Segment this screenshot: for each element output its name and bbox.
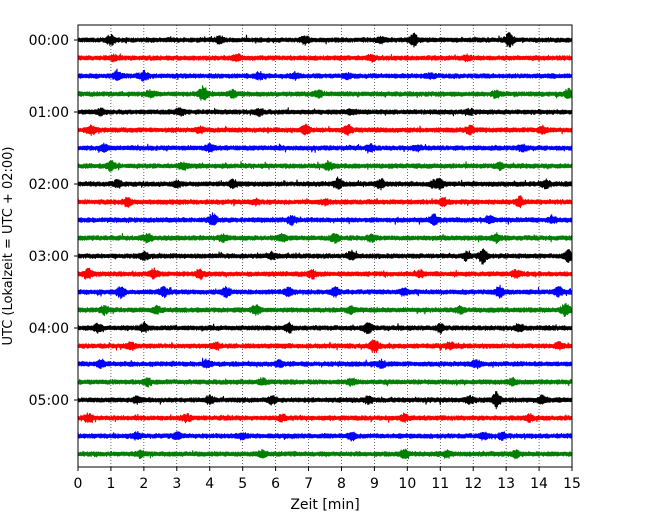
trace-0300 <box>77 248 573 265</box>
x-tick-label-3: 3 <box>172 476 181 492</box>
x-tick-label-8: 8 <box>337 476 346 492</box>
x-tick-label-12: 12 <box>464 476 482 492</box>
trace-0215 <box>77 195 573 209</box>
y-tick-label-0: 00:00 <box>29 33 69 49</box>
trace-0100 <box>77 107 573 118</box>
x-tick-label-6: 6 <box>271 476 280 492</box>
trace-0145 <box>77 160 573 173</box>
trace-0545 <box>77 448 573 460</box>
trace-0045 <box>77 85 573 101</box>
trace-0200 <box>77 176 573 191</box>
trace-0245 <box>77 232 573 245</box>
x-tick-label-11: 11 <box>431 476 449 492</box>
y-tick-label-4: 04:00 <box>29 321 69 337</box>
x-tick-label-0: 0 <box>74 476 83 492</box>
trace-0315 <box>77 267 573 281</box>
trace-0000 <box>77 31 573 48</box>
trace-0445 <box>77 376 573 388</box>
x-tick-label-5: 5 <box>238 476 247 492</box>
plot-area-frame <box>77 24 573 468</box>
trace-0500 <box>77 390 573 410</box>
trace-0015 <box>77 53 573 63</box>
x-axis-title: Zeit [min] <box>290 497 359 513</box>
trace-0530 <box>77 430 573 442</box>
x-axis-ticks: 0 1 2 3 4 5 6 7 8 9 10 11 12 13 14 15 <box>74 467 581 492</box>
trace-0515 <box>77 412 573 424</box>
trace-0115 <box>77 123 573 137</box>
x-tick-label-10: 10 <box>398 476 416 492</box>
x-tick-label-14: 14 <box>530 476 548 492</box>
y-axis-title: UTC (Lokalzeit = UTC + 02:00) <box>1 147 16 346</box>
seismic-traces <box>77 31 573 460</box>
y-tick-label-3: 03:00 <box>29 249 69 265</box>
y-tick-label-1: 01:00 <box>29 105 69 121</box>
x-tick-label-1: 1 <box>106 476 115 492</box>
trace-0400 <box>77 321 573 335</box>
trace-0415 <box>77 339 573 354</box>
x-tick-label-4: 4 <box>205 476 214 492</box>
y-tick-label-2: 02:00 <box>29 177 69 193</box>
trace-0330 <box>77 284 573 300</box>
x-tick-label-9: 9 <box>370 476 379 492</box>
trace-0030 <box>77 68 573 82</box>
trace-0230 <box>77 212 573 227</box>
y-axis-ticks: 00:00 01:00 02:00 03:00 04:00 05:00 <box>29 33 78 409</box>
trace-0430 <box>77 357 573 370</box>
x-tick-label-2: 2 <box>139 476 148 492</box>
trace-0345 <box>77 302 573 318</box>
x-tick-label-15: 15 <box>563 476 581 492</box>
y-tick-label-5: 05:00 <box>29 393 69 409</box>
trace-0130 <box>77 142 573 154</box>
x-tick-label-13: 13 <box>497 476 515 492</box>
x-tick-label-7: 7 <box>304 476 313 492</box>
